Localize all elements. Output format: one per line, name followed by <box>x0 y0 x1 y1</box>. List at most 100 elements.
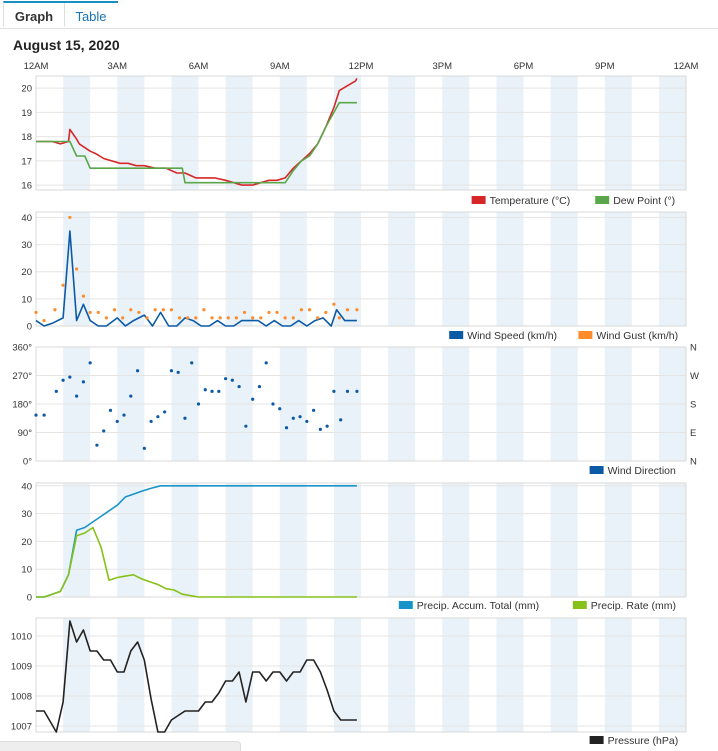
hour-band <box>496 618 524 732</box>
data-point <box>324 310 328 315</box>
data-point <box>325 424 329 428</box>
panel-temp <box>35 75 687 204</box>
hour-band <box>279 212 307 326</box>
y-tick-label: 1008 <box>11 692 32 703</box>
hour-band <box>442 76 470 190</box>
data-point <box>81 294 85 298</box>
data-point <box>318 427 322 431</box>
hour-band <box>279 76 307 190</box>
y-tick-label: 40 <box>21 481 32 492</box>
data-point <box>115 419 119 424</box>
y-tick-label: 20 <box>21 84 32 95</box>
hour-band <box>604 618 632 732</box>
data-point <box>345 308 350 312</box>
hour-band <box>388 76 416 190</box>
data-point <box>355 308 359 312</box>
data-point <box>316 316 320 320</box>
panel-frame <box>35 75 687 191</box>
hour-band <box>604 212 632 326</box>
data-point <box>237 384 241 389</box>
legend-swatch <box>398 601 413 609</box>
hour-band <box>496 212 524 326</box>
data-point <box>257 384 262 389</box>
hour-band <box>225 76 253 190</box>
data-point <box>61 283 65 287</box>
data-point <box>108 408 113 412</box>
view-tabs: Graph Table <box>0 0 718 29</box>
hour-band <box>171 76 199 190</box>
y-right-label: E <box>690 428 696 439</box>
data-point <box>283 316 287 320</box>
y-tick-label: 17 <box>21 156 32 167</box>
data-point <box>112 308 117 312</box>
y-right-label: N <box>690 343 697 354</box>
y-tick-label: 1009 <box>11 662 32 673</box>
legend-swatch <box>595 196 610 204</box>
data-point <box>149 419 153 424</box>
data-point <box>81 380 85 384</box>
data-point <box>305 419 309 424</box>
data-point <box>271 402 275 406</box>
data-point <box>202 308 206 312</box>
data-point <box>53 308 57 312</box>
legend-label: Temperature (°C) <box>490 195 571 207</box>
x-tick-label: 6AM <box>189 61 209 72</box>
hour-band <box>117 212 145 326</box>
data-point <box>267 310 271 315</box>
legend-swatch <box>578 331 593 339</box>
data-point <box>345 389 350 393</box>
hour-band <box>63 76 91 190</box>
hour-band <box>658 76 686 190</box>
tab-table[interactable]: Table <box>64 1 118 27</box>
data-point <box>96 310 100 315</box>
hour-band <box>604 76 632 190</box>
data-point <box>259 316 263 320</box>
legend-swatch <box>471 196 486 204</box>
hour-band <box>658 618 686 732</box>
data-point <box>95 443 99 447</box>
data-point <box>230 378 234 382</box>
data-point <box>307 308 312 312</box>
data-point <box>332 389 336 393</box>
hour-band <box>388 483 416 597</box>
y-tick-label: 30 <box>21 240 32 251</box>
data-point <box>299 308 304 312</box>
y-tick-label: 10 <box>21 294 32 305</box>
legend-label: Pressure (hPa) <box>608 735 679 747</box>
hour-band <box>550 618 578 732</box>
y-tick-label: 360° <box>12 343 32 354</box>
data-point <box>196 402 201 406</box>
data-point <box>161 308 165 312</box>
hour-band <box>442 618 470 732</box>
data-point <box>169 369 174 373</box>
data-point <box>284 426 289 430</box>
hour-band <box>442 483 470 597</box>
data-point <box>177 316 182 320</box>
horizontal-scrollbar[interactable] <box>0 741 241 751</box>
data-point <box>88 361 92 365</box>
panel-frame <box>35 617 687 733</box>
hour-band <box>333 212 361 326</box>
y-tick-label: 0° <box>23 457 32 468</box>
legend-label: Precip. Accum. Total (mm) <box>417 600 539 612</box>
hour-band <box>333 618 361 732</box>
data-point <box>88 310 92 315</box>
data-point <box>104 316 109 320</box>
data-point <box>68 375 72 379</box>
data-point <box>242 310 247 315</box>
data-point <box>244 424 248 428</box>
y-tick-label: 40 <box>21 213 32 224</box>
data-point <box>34 413 38 417</box>
data-point <box>291 416 295 420</box>
y-tick-label: 20 <box>21 537 32 548</box>
y-tick-label: 1007 <box>11 722 32 733</box>
data-point <box>332 302 336 306</box>
hour-band <box>171 618 199 732</box>
series-line <box>36 101 357 184</box>
x-tick-label: 3PM <box>432 61 452 72</box>
data-point <box>210 389 214 393</box>
tab-graph[interactable]: Graph <box>3 1 65 27</box>
page-title: August 15, 2020 <box>13 37 120 53</box>
data-point <box>183 416 187 420</box>
data-point <box>312 408 316 412</box>
